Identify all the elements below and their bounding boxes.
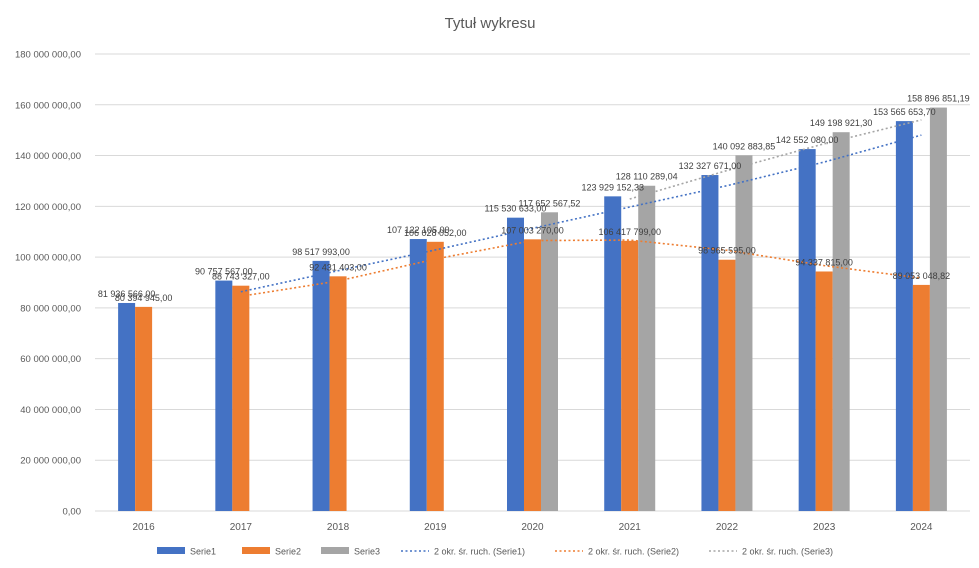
y-tick-label: 20 000 000,00 (20, 456, 81, 467)
y-tick-label: 160 000 000,00 (15, 100, 81, 111)
legend: Serie1 Serie2 Serie3 2 okr. śr. ruch. (Seri… (157, 547, 833, 557)
data-label: 115 530 633,00 (485, 204, 547, 214)
y-axis-tick-labels: 0,00 20 000 000,00 40 000 000,00 60 000 000… (15, 50, 81, 518)
bar-serie2-2016 (135, 306, 153, 511)
bar-serie1-2024 (895, 121, 913, 512)
y-tick-label: 40 000 000,00 (20, 405, 81, 416)
chart-title: Tytuł wykresu (445, 15, 536, 32)
data-label: 88 743 327,00 (212, 272, 270, 282)
x-tick-label: 2020 (521, 522, 544, 533)
legend-label: Serie3 (354, 547, 380, 557)
data-label: 98 965 595,00 (698, 246, 756, 256)
legend-swatch (321, 547, 349, 554)
y-tick-label: 0,00 (63, 507, 82, 518)
y-tick-label: 60 000 000,00 (20, 354, 81, 365)
data-label: 106 417 799,00 (598, 227, 661, 237)
data-label: 117 652 567,52 (519, 198, 581, 208)
data-label: 140 092 883,85 (713, 141, 776, 151)
bar-serie1-2021 (604, 196, 622, 511)
bar-serie3-2023 (832, 132, 850, 512)
y-tick-label: 140 000 000,00 (15, 151, 81, 162)
data-label: 149 198 921,30 (810, 118, 873, 128)
data-label: 98 517 993,00 (292, 247, 350, 257)
y-tick-label: 120 000 000,00 (15, 202, 81, 213)
bar-serie1-2017 (215, 280, 233, 511)
x-axis-tick-labels: 2016 2017 2018 2019 2020 2021 2022 2023 2024 (132, 522, 932, 533)
data-label: 158 896 851,19 (907, 94, 970, 104)
trendline-serie3 (629, 119, 922, 200)
data-label: 89 053 048,82 (893, 271, 951, 281)
legend-label: 2 okr. śr. ruch. (Serie1) (434, 547, 525, 557)
bar-serie1-2018 (312, 260, 330, 511)
bar-serie1-2016 (118, 302, 136, 511)
x-tick-label: 2018 (327, 522, 350, 533)
x-tick-label: 2024 (910, 522, 933, 533)
x-tick-label: 2016 (132, 522, 155, 533)
data-label: 81 936 566,00 (98, 289, 156, 299)
x-tick-label: 2021 (619, 522, 642, 533)
bar-serie2-2021 (621, 240, 639, 512)
bar-serie2-2020 (524, 239, 541, 512)
bars (118, 107, 947, 512)
bar-serie3-2024 (929, 107, 947, 511)
bar-serie2-2024 (912, 284, 930, 511)
trendline-serie1 (240, 134, 922, 293)
trendlines (240, 119, 922, 298)
legend-label: Serie2 (275, 547, 301, 557)
bar-serie1-2022 (701, 175, 719, 512)
bar-serie2-2019 (426, 241, 444, 511)
data-label: 106 028 052,00 (404, 228, 467, 238)
data-label: 94 337 815,00 (795, 257, 853, 267)
legend-item: 2 okr. śr. ruch. (Serie1) (401, 547, 525, 557)
data-label: 123 929 152,33 (581, 182, 644, 192)
data-label: 153 565 653,70 (873, 107, 936, 117)
data-label: 80 394 945,00 (115, 293, 173, 303)
legend-item: Serie1 (157, 547, 216, 557)
legend-label: Serie1 (190, 547, 216, 557)
bar-serie3-2020 (541, 212, 558, 511)
bar-serie2-2022 (718, 259, 736, 511)
data-label: 132 327 671,00 (679, 161, 742, 171)
data-label: 128 110 289,04 (616, 172, 678, 182)
data-label: 107 122 105,00 (387, 225, 450, 235)
legend-label: 2 okr. śr. ruch. (Serie3) (742, 547, 833, 557)
legend-swatch (157, 547, 185, 554)
bar-serie3-2022 (735, 155, 753, 511)
data-labels: 81 936 566,00 90 757 567,00 98 517 993,00 1… (98, 94, 970, 303)
data-label: 142 552 080,00 (776, 135, 839, 145)
data-label: 92 431 403,00 (309, 262, 367, 272)
bar-serie2-2018 (329, 276, 347, 511)
y-tick-label: 100 000 000,00 (15, 253, 81, 264)
data-label: 90 757 567,00 (195, 267, 253, 277)
x-tick-label: 2019 (424, 522, 447, 533)
legend-item: Serie2 (242, 547, 301, 557)
x-tick-label: 2023 (813, 522, 836, 533)
y-tick-label: 80 000 000,00 (20, 303, 81, 314)
bar-serie3-2021 (638, 185, 656, 511)
x-tick-label: 2017 (230, 522, 253, 533)
x-tick-label: 2022 (716, 522, 739, 533)
legend-swatch (242, 547, 270, 554)
legend-item: 2 okr. śr. ruch. (Serie2) (555, 547, 679, 557)
legend-item: 2 okr. śr. ruch. (Serie3) (709, 547, 833, 557)
bar-serie1-2020 (507, 217, 524, 512)
legend-label: 2 okr. śr. ruch. (Serie2) (588, 547, 679, 557)
bar-serie2-2017 (232, 285, 250, 511)
legend-item: Serie3 (321, 547, 380, 557)
bar-serie1-2019 (409, 239, 427, 512)
y-tick-label: 180 000 000,00 (15, 50, 81, 61)
bar-serie1-2023 (798, 149, 816, 511)
bar-serie2-2023 (815, 271, 833, 511)
data-label: 107 003 270,00 (501, 225, 564, 235)
